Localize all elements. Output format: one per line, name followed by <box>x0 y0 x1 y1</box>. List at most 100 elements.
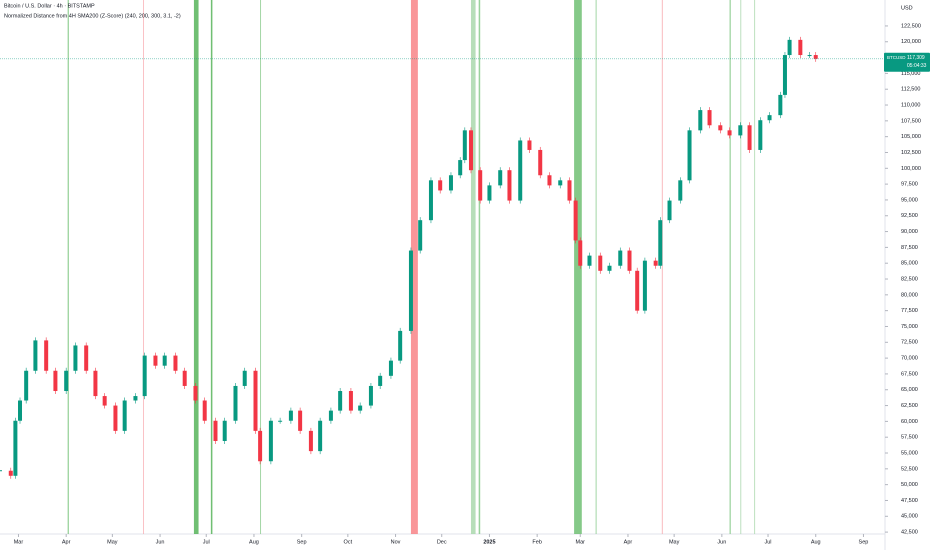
x-tick-label: Aug <box>249 539 259 545</box>
candle-body <box>213 420 218 441</box>
candle-body <box>778 94 783 116</box>
last-price-label: 117,309 <box>907 55 925 61</box>
candle-body <box>308 430 313 452</box>
x-tick-label: Dec <box>437 539 447 545</box>
x-tick-label: 2025 <box>483 539 495 545</box>
x-tick-label: Nov <box>391 539 401 545</box>
y-tick-label: 122,500 <box>901 23 921 29</box>
signal-band <box>410 0 418 534</box>
candle-body <box>653 260 658 266</box>
candle-body <box>288 410 293 421</box>
candle-body <box>33 340 38 371</box>
candle-body <box>618 250 623 266</box>
candle-body <box>378 375 383 386</box>
chart-title: Bitcoin / U.S. Dollar · 4h · BITSTAMP <box>4 3 95 9</box>
candle-body <box>635 270 640 311</box>
x-tick-label: Jun <box>156 539 165 545</box>
candle-body <box>573 200 578 241</box>
y-tick-label: 102,500 <box>901 150 921 156</box>
candle-body <box>24 370 29 401</box>
candle-body <box>328 410 333 421</box>
candle-body <box>642 260 647 311</box>
y-tick-label: 50,000 <box>901 482 918 488</box>
candle-body <box>607 265 612 271</box>
candle-body <box>807 55 812 57</box>
candle-body <box>813 55 818 59</box>
candle-body <box>298 410 303 431</box>
y-tick-label: 45,000 <box>901 514 918 520</box>
y-tick-label: 92,500 <box>901 213 918 219</box>
candle-body <box>567 180 572 201</box>
candle-body <box>448 175 453 191</box>
candle-body <box>102 396 107 406</box>
y-tick-label: 87,500 <box>901 245 918 251</box>
candle-body <box>558 180 563 186</box>
y-tick-label: 55,000 <box>901 450 918 456</box>
y-tick-label: 90,000 <box>901 229 918 235</box>
y-tick-label: 67,500 <box>901 371 918 377</box>
x-tick-label: May <box>669 539 680 545</box>
y-tick-label: 57,500 <box>901 435 918 441</box>
candle-body <box>518 140 523 201</box>
x-tick-label: Sep <box>297 539 307 545</box>
candle-body <box>478 170 483 201</box>
candle-body <box>253 370 258 431</box>
candle-body <box>468 130 473 171</box>
last-price-box <box>884 52 930 72</box>
countdown-label: 05:04:33 <box>907 63 927 69</box>
candle-body <box>338 391 343 411</box>
y-tick-label: 95,000 <box>901 197 918 203</box>
candle-body <box>233 385 238 421</box>
signal-band <box>729 0 731 534</box>
candle-body <box>498 170 503 186</box>
candle-body <box>738 125 743 136</box>
candle-body <box>93 370 98 397</box>
candle-body <box>462 130 467 161</box>
candle-body <box>113 405 118 431</box>
candle-body <box>64 370 69 392</box>
candle-body <box>162 355 167 366</box>
candle-body <box>258 430 263 462</box>
candle-body <box>122 400 127 431</box>
x-tick-label: Jul <box>203 539 210 545</box>
candle-body <box>388 360 393 376</box>
candle-body <box>202 400 207 421</box>
candle-body <box>268 420 273 462</box>
indicator-title: Normalized Distance from 4H SMA200 (Z-Sc… <box>4 13 181 19</box>
candle-body <box>507 170 512 201</box>
candle-body <box>8 470 13 476</box>
signal-band <box>210 0 213 534</box>
y-tick-label: 85,000 <box>901 261 918 267</box>
candle-body <box>173 355 178 371</box>
candle-body <box>53 370 58 392</box>
signal-band <box>595 0 597 534</box>
candle-body <box>398 330 403 361</box>
signal-band <box>470 0 476 534</box>
symbol-label: BTCUSD <box>887 55 906 60</box>
candle-body <box>667 200 672 221</box>
candle-body <box>18 400 23 421</box>
signal-band <box>260 0 262 534</box>
candle-body <box>538 149 543 176</box>
x-tick-label: Apr <box>62 539 71 545</box>
x-tick-label: Oct <box>344 539 353 545</box>
candle-layer <box>0 36 818 479</box>
y-tick-label: 72,500 <box>901 340 918 346</box>
y-tick-label: 105,000 <box>901 134 921 140</box>
candle-body <box>787 39 792 56</box>
highlight-layer <box>67 0 756 534</box>
x-tick-label: Apr <box>624 539 633 545</box>
signal-band <box>478 0 481 534</box>
y-unit: USD <box>901 5 913 11</box>
candle-body <box>13 420 18 476</box>
candle-body <box>153 355 158 366</box>
y-tick-label: 82,500 <box>901 276 918 282</box>
x-tick-label: Mar <box>14 539 24 545</box>
y-tick-label: 80,000 <box>901 292 918 298</box>
signal-band <box>574 0 582 534</box>
candle-body <box>627 250 632 271</box>
candle-body <box>718 125 723 131</box>
y-tick-label: 75,000 <box>901 324 918 330</box>
candle-body <box>242 370 247 386</box>
